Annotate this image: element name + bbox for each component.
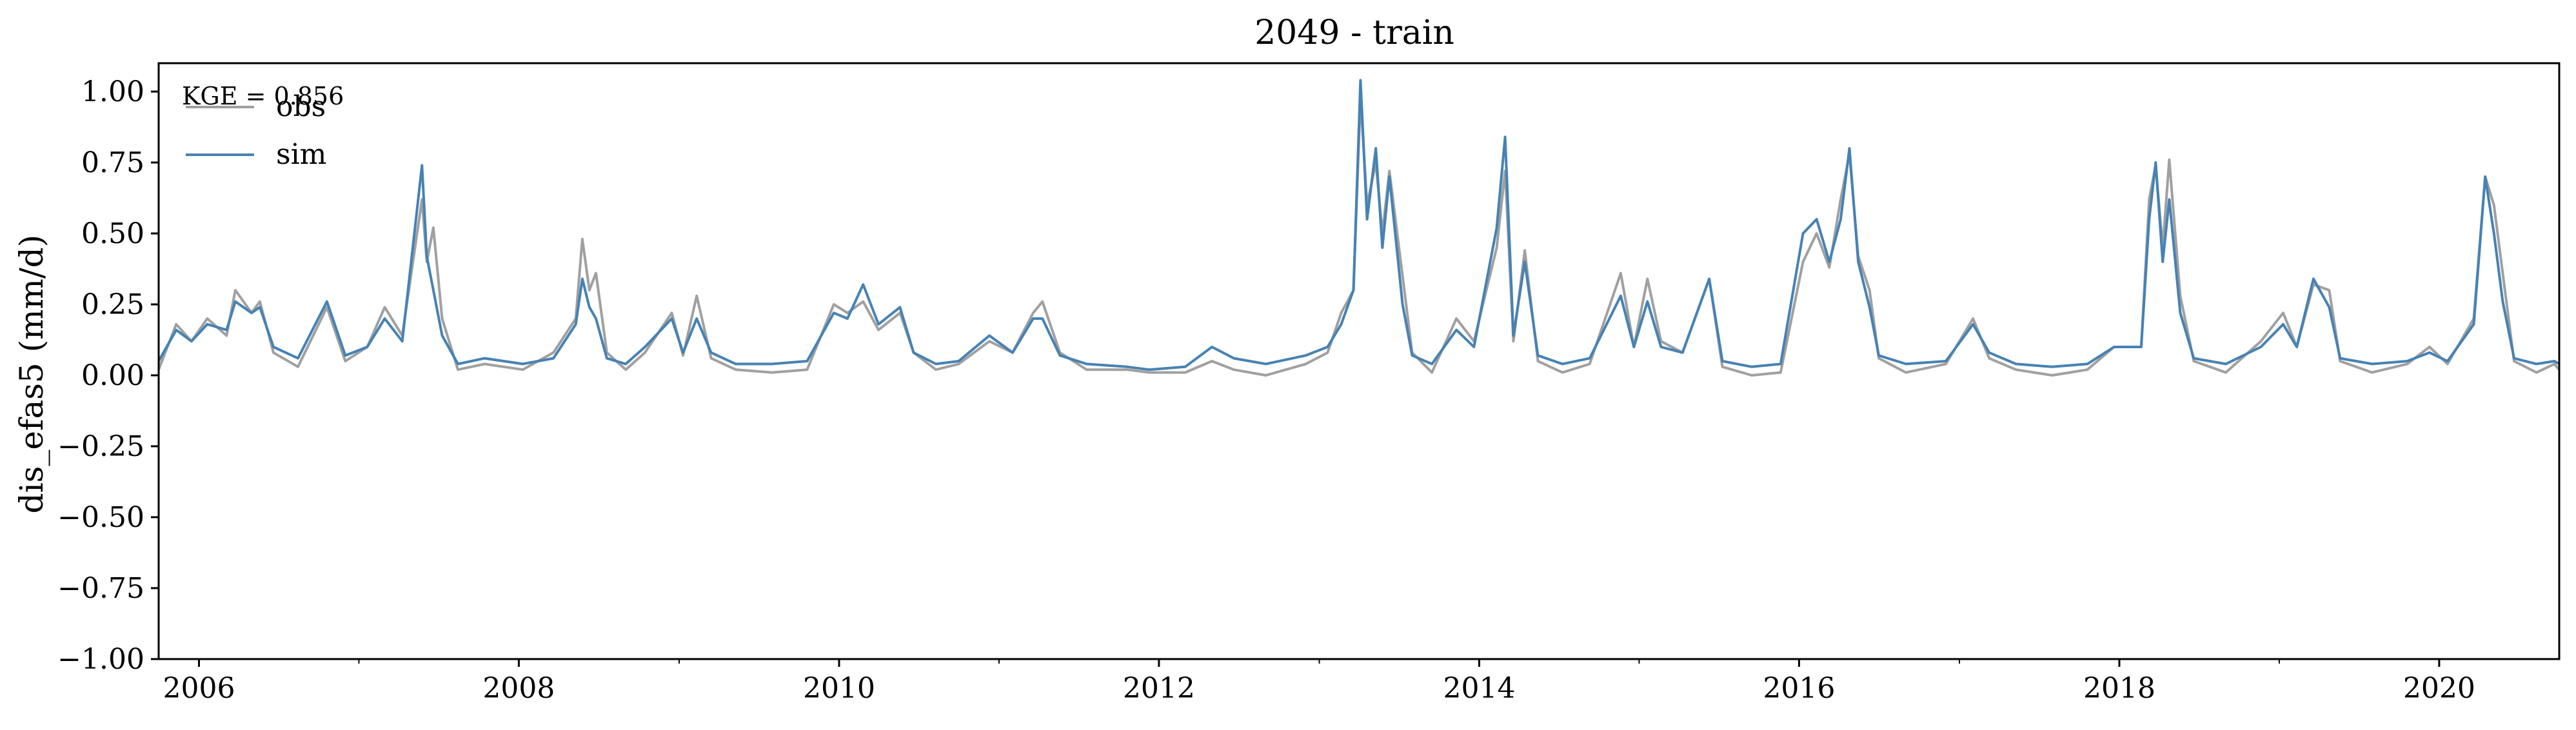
legend: obs sim xyxy=(186,90,326,171)
y-tick-label: 0.25 xyxy=(81,288,144,321)
y-tick-label: −0.75 xyxy=(57,572,144,605)
x-tick-label: 2010 xyxy=(803,672,875,705)
x-tick-label: 2008 xyxy=(482,672,555,705)
x-tick-label: 2006 xyxy=(163,672,235,705)
kge-annotation: KGE = 0.856 xyxy=(182,82,344,110)
y-tick-label: 1.00 xyxy=(81,75,144,108)
x-tick-label: 2020 xyxy=(2403,672,2475,705)
x-axis-ticks: 2006 2008 2010 2012 2014 2016 2018 2020 xyxy=(163,659,2475,705)
y-tick-label: 0.50 xyxy=(81,217,144,250)
series-line-sim xyxy=(157,79,2561,371)
y-axis-label: dis_efas5 (mm/d) xyxy=(13,235,50,514)
x-tick-label: 2018 xyxy=(2083,672,2155,705)
y-axis-ticks: 1.00 0.75 0.50 0.25 0.00 −0.25 −0.50 −0.75 −1.00 xyxy=(57,75,159,676)
legend-obs-label: obs xyxy=(276,90,326,123)
chart-title: 2049 - train xyxy=(1254,14,1454,52)
y-tick-label: −0.50 xyxy=(57,501,144,534)
x-tick-label: 2016 xyxy=(1763,672,1835,705)
legend-sim-label: sim xyxy=(276,138,326,171)
y-tick-label: −1.00 xyxy=(57,643,144,676)
y-tick-label: 0.00 xyxy=(81,359,144,392)
plot-frame xyxy=(157,62,2561,660)
x-tick-label: 2012 xyxy=(1123,672,1195,705)
series-layer xyxy=(157,79,2561,377)
y-tick-label: 0.75 xyxy=(81,146,144,179)
x-tick-label: 2014 xyxy=(1443,672,1515,705)
y-tick-label: −0.25 xyxy=(57,430,144,463)
